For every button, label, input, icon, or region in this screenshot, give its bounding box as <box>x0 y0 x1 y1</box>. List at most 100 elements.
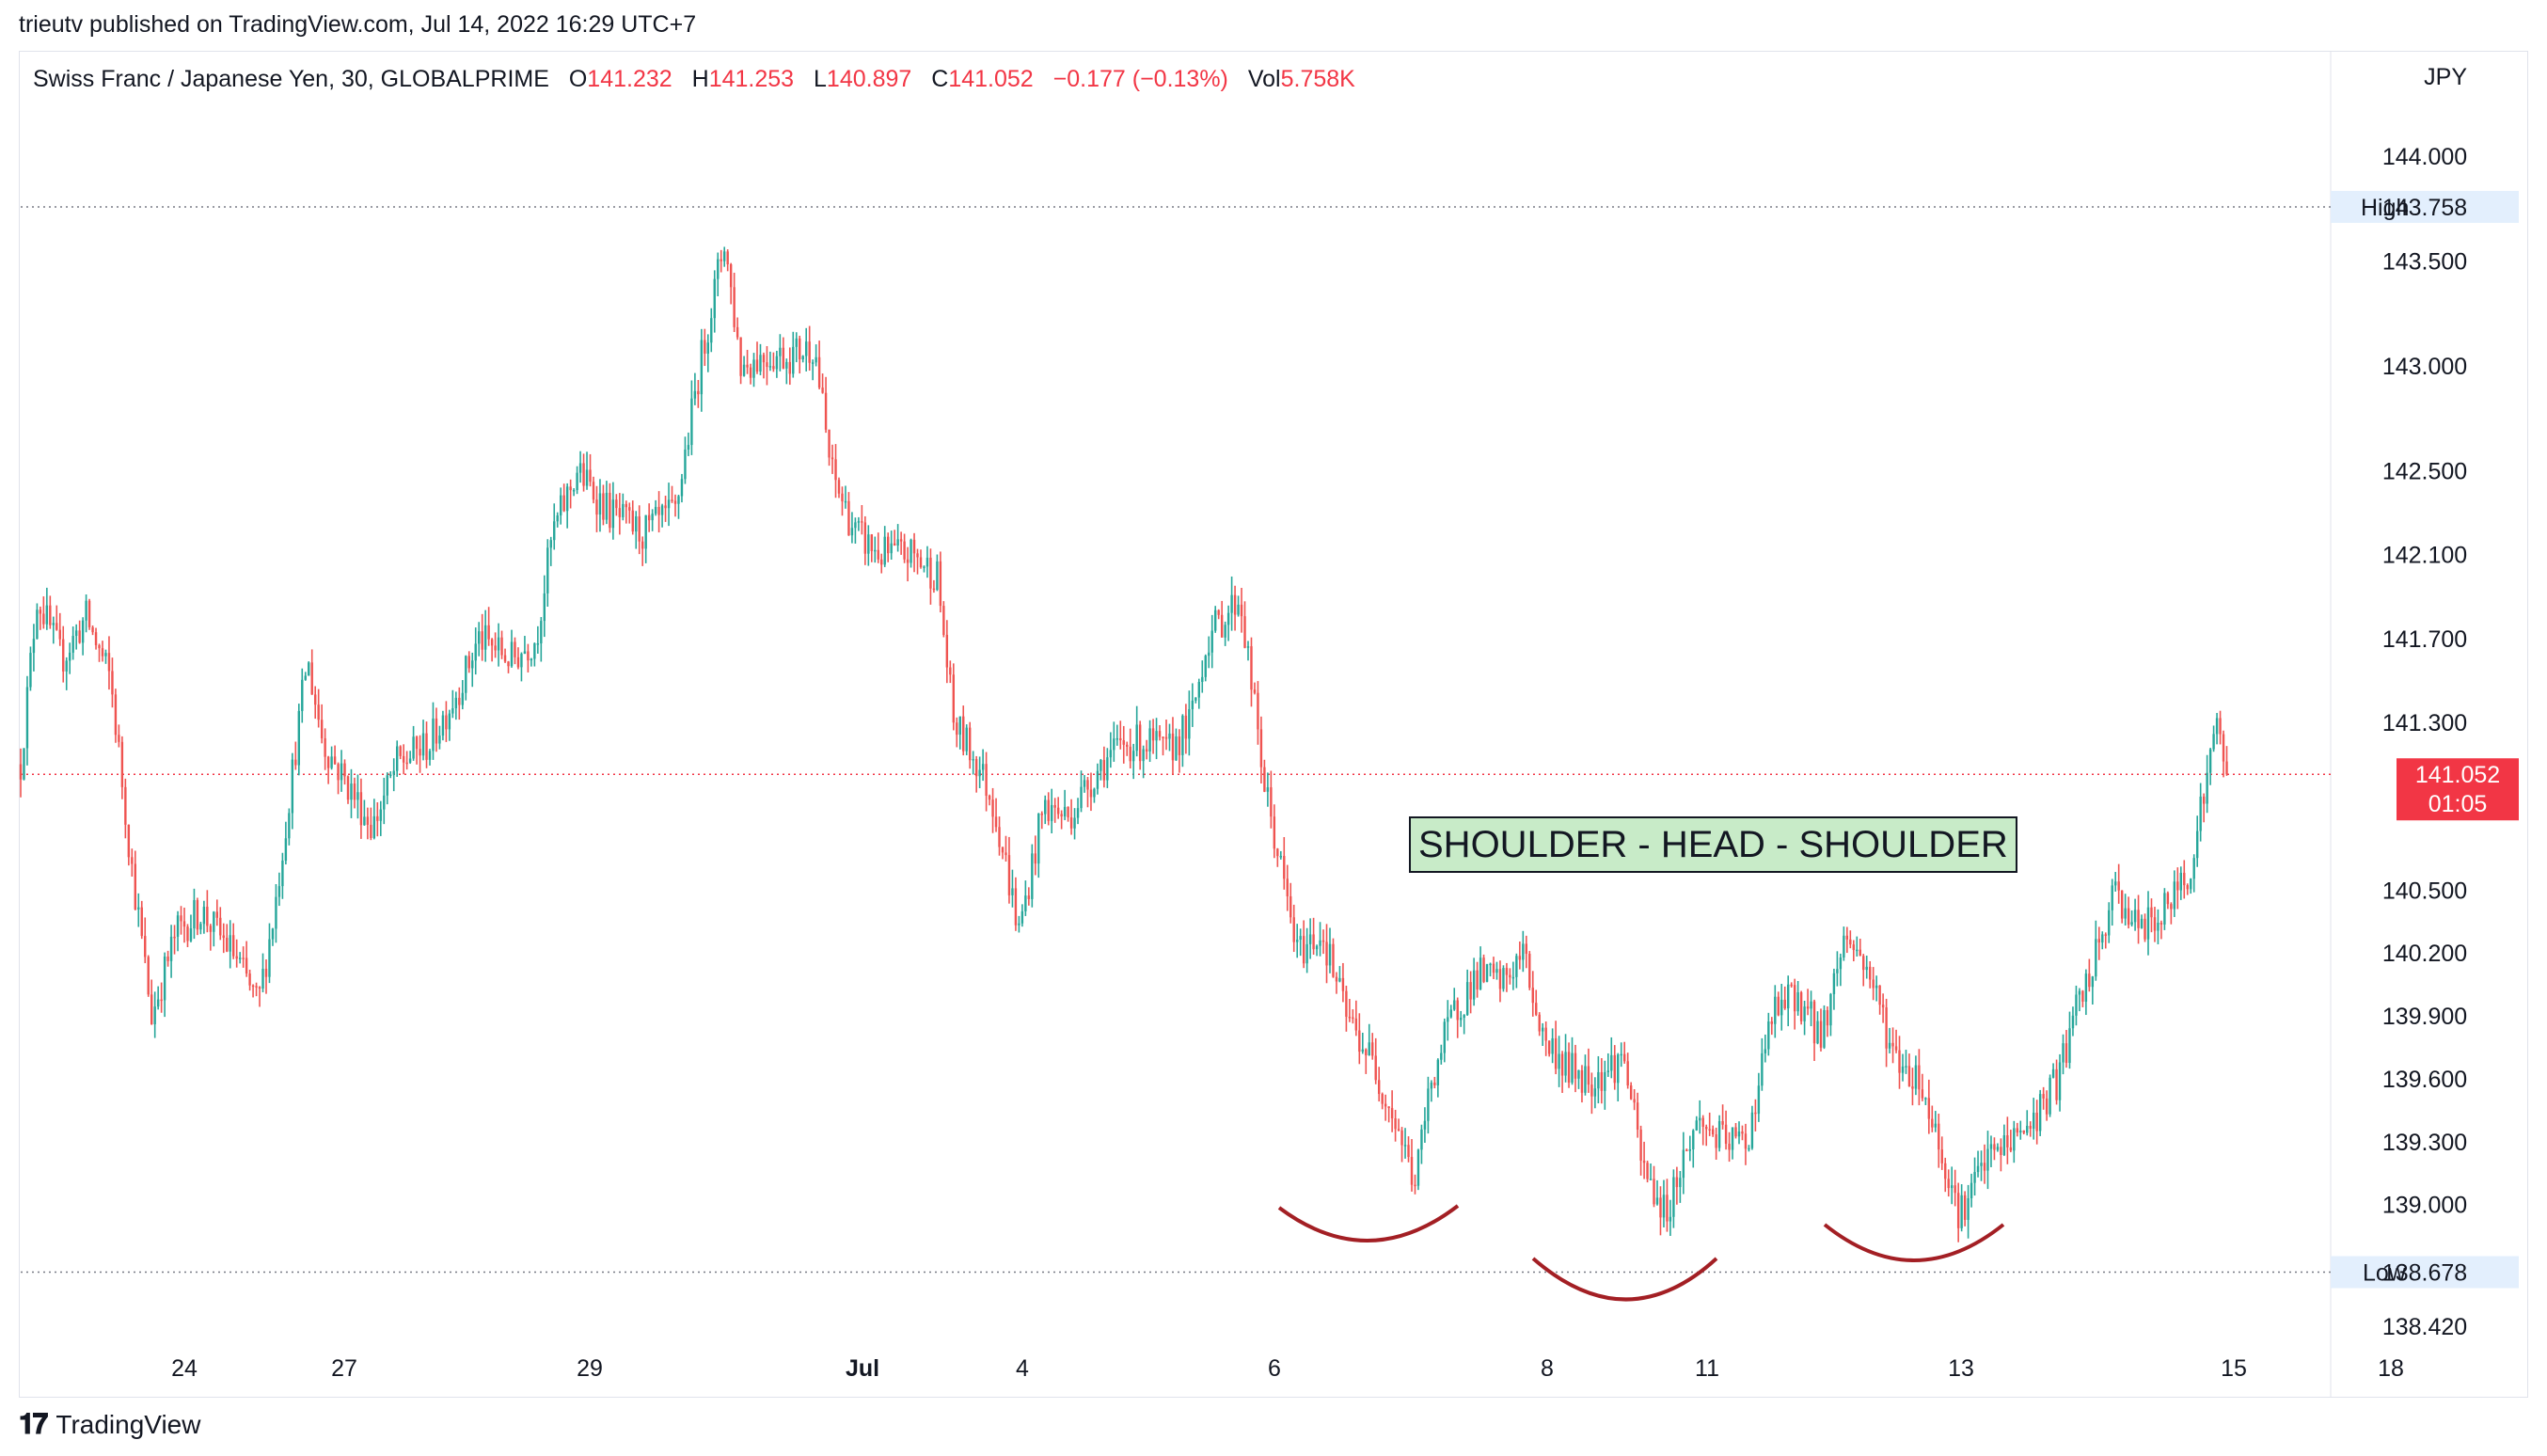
candle-body <box>1672 1177 1675 1217</box>
candle-body <box>235 956 238 959</box>
x-tick-label: 15 <box>2221 1355 2247 1382</box>
candle-body <box>251 985 255 988</box>
candle-body <box>1881 1005 1885 1008</box>
candle-body <box>226 938 229 952</box>
candle-body <box>733 287 736 327</box>
chart-frame[interactable] <box>19 51 2528 1398</box>
candle-body <box>1053 804 1056 808</box>
candle-body <box>2173 881 2176 910</box>
candle-body <box>887 536 890 554</box>
candle-body <box>62 639 65 672</box>
candle-body <box>1178 736 1181 755</box>
candle-body <box>213 911 215 932</box>
candle-body <box>615 499 618 509</box>
candle-body <box>1617 1054 1620 1084</box>
candle-body <box>543 593 546 622</box>
candle-body <box>2022 1130 2025 1133</box>
high-tag-label: High <box>2361 195 2409 221</box>
candle-body <box>301 679 304 711</box>
candle-body <box>1005 852 1007 856</box>
candle-body <box>1551 1037 1554 1054</box>
candle-body <box>261 969 264 989</box>
tradingview-logo[interactable]: 𝟏𝟕 TradingView <box>19 1409 200 1441</box>
candle-body <box>1063 806 1067 817</box>
candle-body <box>118 735 120 742</box>
candle-body <box>598 493 602 515</box>
candle-body <box>438 736 441 744</box>
legend-symbol[interactable]: Swiss Franc / Japanese Yen, 30, GLOBALPR… <box>33 66 549 92</box>
candle-body <box>343 763 346 777</box>
left-shoulder-arc[interactable] <box>1277 1204 1460 1242</box>
candle-body <box>808 341 811 363</box>
candle-body <box>2064 1043 2068 1064</box>
candle-body <box>736 326 739 338</box>
candle-body <box>49 605 52 625</box>
candle-body <box>861 521 863 523</box>
candle-body <box>1259 729 1263 768</box>
candle-body <box>2016 1128 2018 1133</box>
y-tick-label: 142.500 <box>2382 458 2467 484</box>
candle-body <box>389 774 392 777</box>
candle-body <box>458 697 461 705</box>
candle-body <box>1584 1066 1587 1093</box>
candle-body <box>1119 737 1122 741</box>
candle-body <box>854 522 857 529</box>
candle-body <box>1113 738 1115 751</box>
candle-body <box>1381 1094 1384 1104</box>
candle-body <box>1590 1084 1593 1097</box>
candle-body <box>772 366 775 370</box>
legend-change: −0.177 (−0.13%) <box>1052 66 1228 92</box>
candle-body <box>2049 1077 2051 1115</box>
y-tick-label: 143.000 <box>2382 354 2467 380</box>
candle-body <box>487 625 490 640</box>
candle-body <box>768 366 772 368</box>
candle-body <box>929 557 932 589</box>
candle-body <box>25 687 29 749</box>
right-shoulder-arc[interactable] <box>1823 1223 2005 1262</box>
candle-body <box>166 956 169 961</box>
candle-body <box>1289 895 1292 918</box>
candle-body <box>1485 964 1489 982</box>
candle-body <box>1495 969 1498 973</box>
candle-body <box>1400 1130 1403 1146</box>
candle-body <box>465 656 467 693</box>
candle-body <box>1856 949 1859 952</box>
high-tag-bg <box>2331 190 2519 223</box>
candle-body <box>1315 945 1319 950</box>
candle-body <box>1465 982 1469 1016</box>
candle-body <box>671 499 673 501</box>
candle-body <box>425 733 428 760</box>
candle-body <box>667 499 671 509</box>
candle-body <box>248 973 251 986</box>
candle-body <box>1414 1184 1416 1187</box>
candle-body <box>2127 908 2130 926</box>
candle-body <box>432 718 435 752</box>
x-tick-label: 27 <box>331 1355 357 1382</box>
candle-body <box>1731 1127 1734 1150</box>
head-arc[interactable] <box>1531 1257 1718 1302</box>
candle-body <box>2000 1147 2002 1156</box>
candle-body <box>1564 1052 1567 1076</box>
candle-body <box>104 653 107 657</box>
candle-body <box>2124 908 2127 919</box>
candle-body <box>255 986 258 988</box>
candle-body <box>910 539 912 563</box>
candle-body <box>717 259 720 279</box>
candle-body <box>1659 1197 1662 1218</box>
candle-body <box>1865 966 1868 971</box>
candle-body <box>1547 1040 1551 1054</box>
candle-body <box>421 733 425 756</box>
candle-body <box>445 715 448 730</box>
candle-body <box>2071 1015 2075 1029</box>
candle-body <box>268 939 271 977</box>
last-price-value: 141.052 <box>2415 762 2500 788</box>
candle-body <box>320 720 324 738</box>
candle-body <box>497 637 500 651</box>
candle-body <box>156 999 160 1007</box>
candle-body <box>945 634 949 668</box>
candle-body <box>1869 966 1872 980</box>
candle-body <box>1924 1098 1927 1100</box>
candle-body <box>147 957 150 995</box>
pattern-annotation[interactable]: SHOULDER - HEAD - SHOULDER <box>1409 816 2017 873</box>
